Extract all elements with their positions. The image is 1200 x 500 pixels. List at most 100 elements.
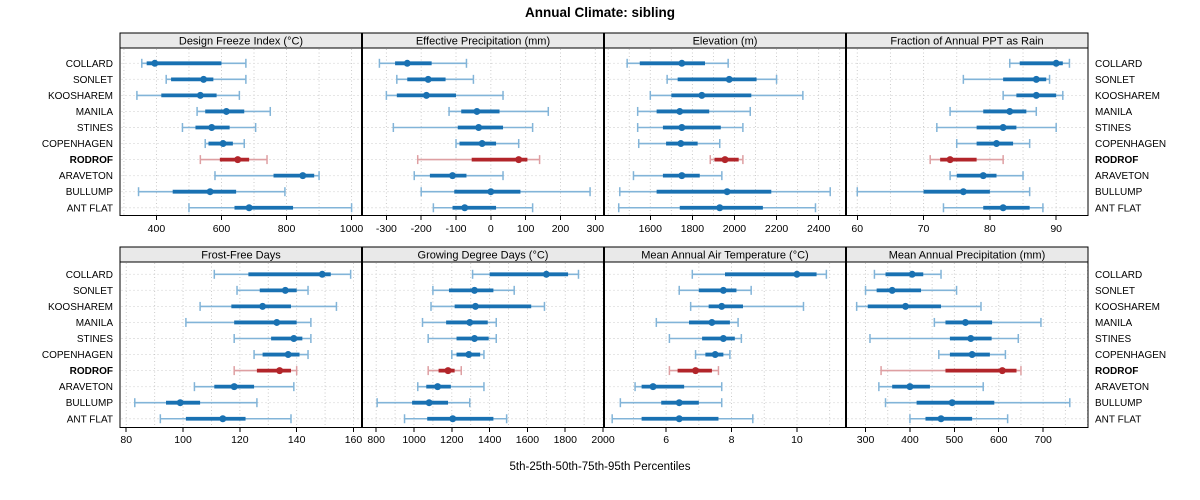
panel-mean-annual-air-temperature-c: Mean Annual Air Temperature (°C) 6 8 10	[603, 246, 847, 446]
median-dot	[259, 302, 267, 310]
percentile-marker-collard	[873, 269, 942, 279]
median-dot	[1032, 91, 1040, 99]
station-label-right-sonlet: SONLET	[1095, 286, 1135, 297]
percentile-marker-stines	[936, 123, 1057, 132]
median-dot	[711, 351, 719, 359]
panel-strip-label: Frost-Free Days	[201, 250, 281, 262]
percentile-marker-bullump	[856, 187, 1031, 197]
axis-tick-label: 160	[345, 434, 363, 446]
percentile-marker-ant-flat	[188, 203, 353, 213]
median-dot	[473, 107, 481, 115]
percentile-marker-stines	[636, 123, 744, 132]
percentile-marker-manila	[655, 317, 739, 327]
median-dot	[276, 367, 284, 375]
station-label-left-stines: STINES	[77, 123, 113, 134]
station-label-left-stines: STINES	[77, 334, 113, 345]
median-dot	[725, 75, 733, 83]
station-label-right-manila: MANILA	[1095, 107, 1133, 118]
median-dot	[698, 91, 706, 99]
median-dot	[675, 415, 683, 423]
axis-tick-label: 100	[174, 434, 192, 446]
percentile-marker-araveton	[632, 171, 723, 181]
percentile-marker-bullump	[884, 398, 1071, 408]
axis-tick-label: 300	[857, 434, 875, 446]
percentile-marker-copenhagen	[451, 350, 485, 360]
median-dot	[959, 188, 967, 196]
percentile-marker-bullump	[619, 398, 723, 408]
percentile-marker-bullump	[137, 187, 286, 197]
median-dot	[993, 140, 1001, 148]
median-dot	[461, 204, 469, 212]
percentile-marker-bullump	[420, 187, 591, 197]
axis-tick-label: 1600	[639, 223, 663, 235]
percentile-marker-rodrof	[199, 155, 268, 165]
median-dot	[245, 204, 253, 212]
percentile-marker-koosharem	[689, 301, 805, 311]
median-dot	[719, 335, 727, 342]
axis-tick-label: 1000	[340, 223, 364, 235]
median-dot	[948, 399, 956, 407]
percentile-marker-koosharem	[855, 301, 982, 311]
median-dot	[692, 367, 700, 375]
percentile-marker-stines	[869, 334, 1020, 343]
median-dot	[675, 399, 683, 407]
chart-title: Annual Climate: sibling	[524, 5, 675, 20]
percentile-marker-araveton	[878, 382, 984, 392]
median-dot	[967, 335, 975, 342]
axis-tick-label: -100	[446, 223, 467, 235]
percentile-marker-stines	[427, 334, 497, 343]
percentile-marker-collard	[691, 269, 828, 279]
percentile-marker-ant-flat	[432, 203, 534, 213]
station-label-left-copenhagen: COPENHAGEN	[42, 139, 113, 150]
panel-elevation-m: Elevation (m) 1600 1800 2000 2200 2400	[603, 32, 847, 235]
median-dot	[793, 270, 801, 278]
axis-tick-label: 80	[120, 434, 132, 446]
percentile-marker-manila	[949, 106, 1038, 116]
axis-tick-label: 400	[901, 434, 919, 446]
percentile-marker-sonlet	[396, 74, 475, 84]
median-dot	[998, 367, 1006, 375]
axis-tick-label: -300	[376, 223, 397, 235]
axis-tick-label: 800	[367, 434, 385, 446]
station-label-right-stines: STINES	[1095, 123, 1131, 134]
axis-tick-label: 70	[918, 223, 930, 235]
axis-tick-label: 90	[1050, 223, 1062, 235]
station-label-right-ant-flat: ANT FLAT	[1095, 414, 1141, 425]
median-dot	[200, 75, 208, 83]
station-label-left-collard: COLLARD	[66, 270, 113, 281]
median-dot	[961, 318, 969, 326]
median-dot	[466, 318, 474, 326]
median-dot	[470, 335, 478, 342]
axis-tick-label: 2200	[765, 223, 789, 235]
median-dot	[219, 415, 227, 423]
percentile-marker-copenhagen	[955, 139, 1031, 149]
station-label-right-araveton: ARAVETON	[1095, 382, 1149, 393]
axis-tick-label: 1200	[440, 434, 464, 446]
panel-fraction-of-annual-ppt-as-rain: Fraction of Annual PPT as Rain 60 70 80 90	[845, 32, 1089, 235]
median-dot	[478, 140, 486, 148]
station-label-right-copenhagen: COPENHAGEN	[1095, 350, 1166, 361]
median-dot	[487, 188, 495, 196]
median-dot	[515, 156, 523, 164]
median-dot	[902, 302, 910, 310]
median-dot	[946, 156, 954, 164]
percentile-marker-manila	[196, 106, 272, 116]
median-dot	[542, 270, 550, 278]
percentile-caption: 5th-25th-50th-75th-95th Percentiles	[509, 461, 691, 473]
percentile-marker-copenhagen	[694, 350, 731, 360]
panel-strip-label: Design Freeze Index (°C)	[179, 36, 303, 48]
station-label-right-araveton: ARAVETON	[1095, 171, 1149, 182]
median-dot	[449, 172, 457, 180]
percentile-marker-araveton	[417, 382, 485, 392]
percentile-marker-rodrof	[427, 366, 463, 376]
panel-frost-free-days: Frost-Free Days 80 100 120 140 160	[119, 246, 363, 446]
median-dot	[908, 270, 916, 278]
median-dot	[465, 351, 473, 359]
percentile-marker-manila	[185, 317, 312, 327]
panel-mean-annual-precipitation-mm: Mean Annual Precipitation (mm) 300 400 500 6…	[845, 246, 1089, 446]
percentile-marker-collard	[626, 58, 729, 68]
percentile-marker-koosharem	[430, 301, 546, 311]
axis-tick-label: 1800	[554, 434, 578, 446]
median-dot	[284, 351, 292, 359]
